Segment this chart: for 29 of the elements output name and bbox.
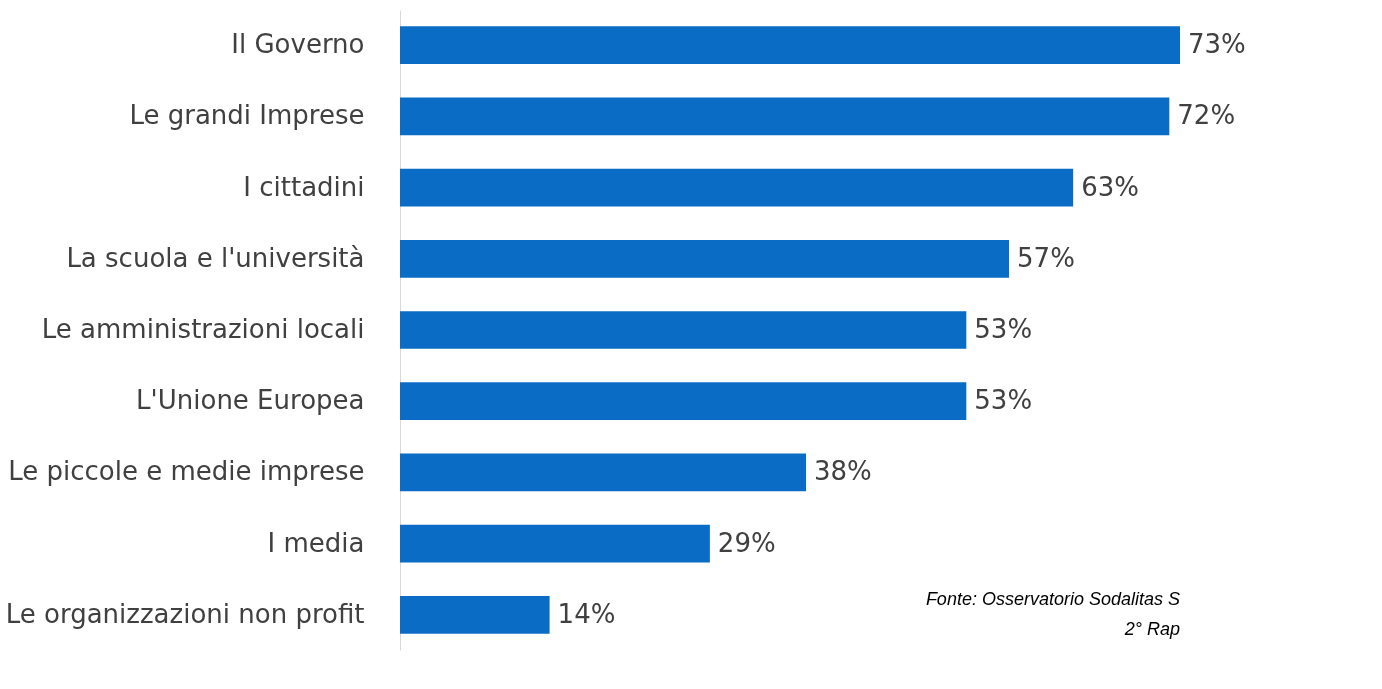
y-tick-label: Le piccole e medie imprese (8, 456, 365, 487)
bar (400, 168, 1074, 207)
bar (400, 382, 967, 421)
y-tick-label: Il Governo (231, 29, 365, 60)
data-label: 29% (717, 527, 776, 558)
annotation: 2° Rap (1123, 619, 1180, 639)
bar (400, 524, 710, 563)
data-label: 14% (557, 598, 616, 629)
y-tick-label: La scuola e l'università (66, 242, 365, 273)
y-tick-label: I media (267, 527, 365, 558)
data-label: 53% (974, 385, 1033, 416)
y-tick-label: Le grandi Imprese (129, 100, 365, 131)
bar (400, 595, 550, 634)
y-tick-label: Le organizzazioni non profit (5, 598, 365, 629)
bar (400, 239, 1010, 278)
annotation: Fonte: Osservatorio Sodalitas S (925, 589, 1180, 609)
data-label: 57% (1017, 242, 1075, 273)
y-tick-label: Le amministrazioni locali (41, 314, 365, 344)
data-label: 73% (1188, 29, 1246, 60)
data-label: 63% (1081, 171, 1139, 202)
bar (400, 26, 1180, 65)
data-label: 38% (814, 456, 872, 487)
bar (400, 311, 967, 349)
y-tick-label: I cittadini (243, 171, 365, 202)
y-tick-label: L'Unione Europea (136, 385, 365, 416)
data-label: 72% (1177, 100, 1236, 131)
bar (400, 453, 807, 492)
data-label: 53% (974, 314, 1033, 344)
bar (400, 97, 1170, 136)
